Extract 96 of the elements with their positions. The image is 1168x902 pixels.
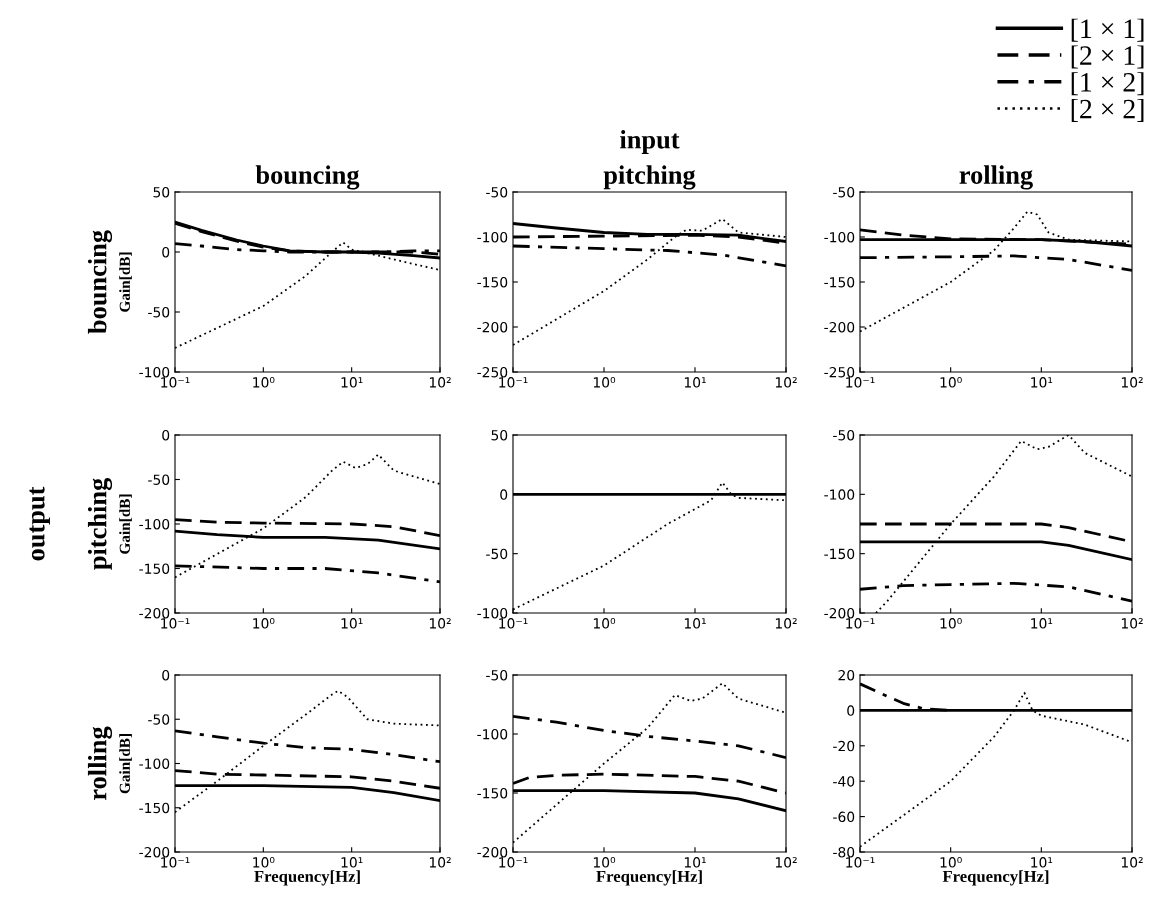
x-tick-label: 10⁰ xyxy=(593,857,616,868)
text: input xyxy=(620,130,680,154)
x-tick-label: 10⁰ xyxy=(593,618,616,629)
chart-title: pitching xyxy=(603,165,696,190)
y-tick-label: -100 xyxy=(477,231,508,243)
y-tick-label: -60 xyxy=(833,811,855,823)
x-tick-label: 10⁰ xyxy=(940,618,962,629)
text: output xyxy=(29,486,50,561)
x-tick-label: 10¹ xyxy=(684,618,706,629)
y-tick-label: -50 xyxy=(833,429,855,441)
x-tick-label: 10⁻¹ xyxy=(499,857,528,868)
y-axis-title: Gain[dB] xyxy=(119,494,132,554)
x-axis-title: Frequency[Hz] xyxy=(254,870,360,886)
x-tick-label: 10⁻¹ xyxy=(846,857,875,868)
x-tick-label: 10⁻¹ xyxy=(846,618,875,629)
text: pitching xyxy=(87,478,113,570)
chart-title: bouncing xyxy=(255,165,360,190)
x-tick-label: 10⁰ xyxy=(593,377,616,388)
y-tick-label: -100 xyxy=(824,489,855,500)
y-tick-label: -80 xyxy=(833,846,855,858)
y-tick-label: -200 xyxy=(477,846,508,858)
x-tick-label: 10² xyxy=(1121,618,1143,629)
y-tick-label: -20 xyxy=(833,740,855,752)
legend-label: [1 × 1] xyxy=(1071,18,1144,42)
y-tick-label: 0 xyxy=(500,489,508,500)
x-tick-label: 10² xyxy=(775,618,797,629)
x-tick-label: 10⁰ xyxy=(253,857,275,868)
x-tick-label: 10⁻¹ xyxy=(499,377,528,388)
x-tick-label: 10⁻¹ xyxy=(161,377,190,388)
y-tick-label: -200 xyxy=(824,321,855,333)
y-tick-label: -150 xyxy=(139,802,170,814)
y-tick-label: -100 xyxy=(139,758,170,769)
y-tick-label: -150 xyxy=(824,276,855,288)
y-tick-label: -50 xyxy=(148,474,170,485)
x-tick-label: 10⁰ xyxy=(253,377,275,388)
y-tick-label: -50 xyxy=(148,714,170,725)
y-tick-label: -150 xyxy=(824,548,855,560)
x-tick-label: 10⁰ xyxy=(940,857,962,868)
y-tick-label: -150 xyxy=(477,787,508,799)
y-tick-label: -50 xyxy=(486,186,508,198)
y-tick-label: 0 xyxy=(162,429,170,441)
x-tick-label: 10⁻¹ xyxy=(161,857,190,868)
x-tick-label: 10¹ xyxy=(684,377,706,388)
x-tick-label: 10² xyxy=(429,377,451,388)
x-tick-label: 10¹ xyxy=(1031,857,1053,868)
x-tick-label: 10² xyxy=(775,377,797,388)
x-tick-label: 10¹ xyxy=(684,857,706,868)
y-tick-label: -250 xyxy=(477,366,508,378)
y-tick-label: -200 xyxy=(139,846,170,858)
y-tick-label: -50 xyxy=(833,186,855,198)
x-tick-label: 10² xyxy=(1121,857,1143,868)
x-tick-label: 10⁻¹ xyxy=(161,618,190,629)
y-tick-label: -200 xyxy=(139,607,170,619)
x-tick-label: 10¹ xyxy=(1031,618,1053,629)
y-tick-label: 0 xyxy=(847,705,855,716)
y-tick-label: -100 xyxy=(477,728,508,740)
x-tick-label: 10⁰ xyxy=(253,618,275,629)
y-tick-label: -100 xyxy=(477,607,508,619)
x-tick-label: 10⁻¹ xyxy=(846,377,875,388)
y-tick-label: -100 xyxy=(139,518,170,530)
x-tick-label: 10¹ xyxy=(341,377,363,388)
y-tick-label: -50 xyxy=(148,306,170,318)
text: rolling xyxy=(87,726,113,800)
y-tick-label: -150 xyxy=(477,276,508,288)
legend-label: [2 × 2] xyxy=(1071,98,1144,122)
y-tick-label: 0 xyxy=(162,246,170,258)
y-tick-label: 0 xyxy=(162,669,170,681)
legend-label: [2 × 1] xyxy=(1071,45,1144,69)
y-tick-label: -200 xyxy=(477,321,508,333)
y-axis-title: Gain[dB] xyxy=(119,252,132,312)
y-tick-label: -50 xyxy=(486,669,508,681)
x-tick-label: 10⁰ xyxy=(940,377,962,388)
text: bouncing xyxy=(87,230,113,334)
y-axis-title: Gain[dB] xyxy=(119,734,132,794)
x-tick-label: 10² xyxy=(1121,377,1143,388)
y-tick-label: -200 xyxy=(824,607,855,619)
x-axis-title: Frequency[Hz] xyxy=(596,870,702,886)
x-tick-label: 10¹ xyxy=(1031,377,1053,388)
x-axis-title: Frequency[Hz] xyxy=(942,870,1049,886)
y-tick-label: -100 xyxy=(139,366,170,378)
chart-title: rolling xyxy=(959,165,1033,190)
y-tick-label: -250 xyxy=(824,366,855,378)
y-tick-label: -40 xyxy=(833,776,855,787)
y-tick-label: -150 xyxy=(139,563,170,574)
x-tick-label: 10¹ xyxy=(341,618,363,629)
legend-label: [1 × 2] xyxy=(1071,72,1144,96)
x-tick-label: 10² xyxy=(775,857,797,868)
y-tick-label: 20 xyxy=(838,669,855,681)
x-tick-label: 10² xyxy=(429,618,451,629)
y-tick-label: 50 xyxy=(491,429,508,441)
x-tick-label: 10¹ xyxy=(341,857,363,868)
x-tick-label: 10² xyxy=(429,857,451,868)
y-tick-label: 50 xyxy=(153,186,170,198)
y-tick-label: -50 xyxy=(486,548,508,560)
x-tick-label: 10⁻¹ xyxy=(499,618,528,629)
y-tick-label: -100 xyxy=(824,231,855,243)
